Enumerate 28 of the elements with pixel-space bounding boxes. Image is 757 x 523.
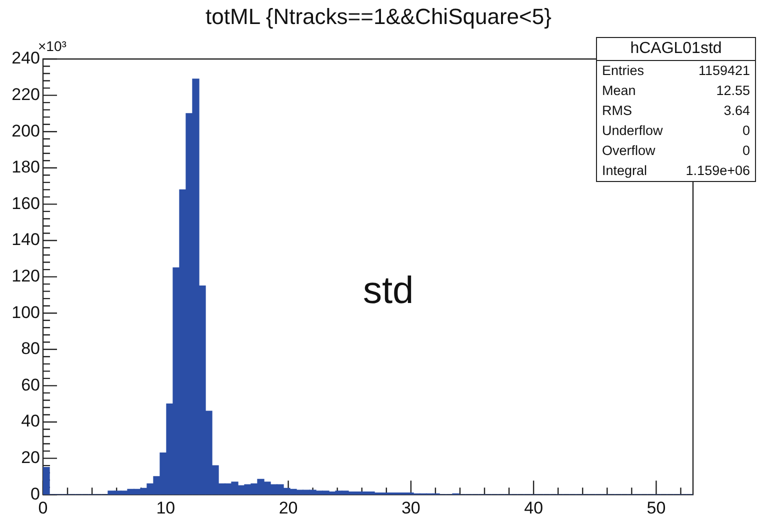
- y-tick-label: 180: [12, 158, 40, 177]
- y-tick-label: 140: [12, 230, 40, 250]
- text: Entries 1159421: [602, 63, 750, 78]
- text: ×10³: [38, 38, 66, 54]
- text: Overflow 0: [602, 143, 750, 158]
- x-tick-label: 50: [646, 498, 666, 518]
- y-tick-label: 80: [21, 339, 40, 358]
- x-tick-label: 10: [156, 498, 176, 518]
- y-tick-label: 220: [12, 84, 40, 104]
- y-tick-label: 100: [12, 302, 40, 322]
- x-tick-label: 20: [278, 498, 298, 518]
- y-tick-label: 120: [12, 266, 40, 286]
- text: RMS 3.64: [602, 103, 750, 118]
- annotation: std: [363, 270, 414, 313]
- chart-title: totML {Ntracks==1&&ChiSquare<5}: [204, 4, 552, 30]
- text: hCAGL01std: [597, 38, 755, 61]
- y-tick-label: 0: [30, 484, 40, 504]
- y-tick-label: 200: [12, 121, 40, 140]
- text: Underflow 0: [602, 123, 750, 138]
- text: Integral 1.159e+06: [602, 163, 750, 178]
- y-tick-label: 160: [12, 194, 40, 213]
- x-tick-label: 40: [524, 498, 544, 518]
- text: Mean 12.55: [602, 83, 750, 98]
- y-tick-label: 20: [21, 448, 40, 467]
- y-tick-label: 60: [21, 375, 40, 394]
- x-tick-label: 30: [401, 498, 420, 518]
- y-tick-label: 240: [12, 48, 40, 68]
- y-tick-label: 40: [21, 412, 40, 431]
